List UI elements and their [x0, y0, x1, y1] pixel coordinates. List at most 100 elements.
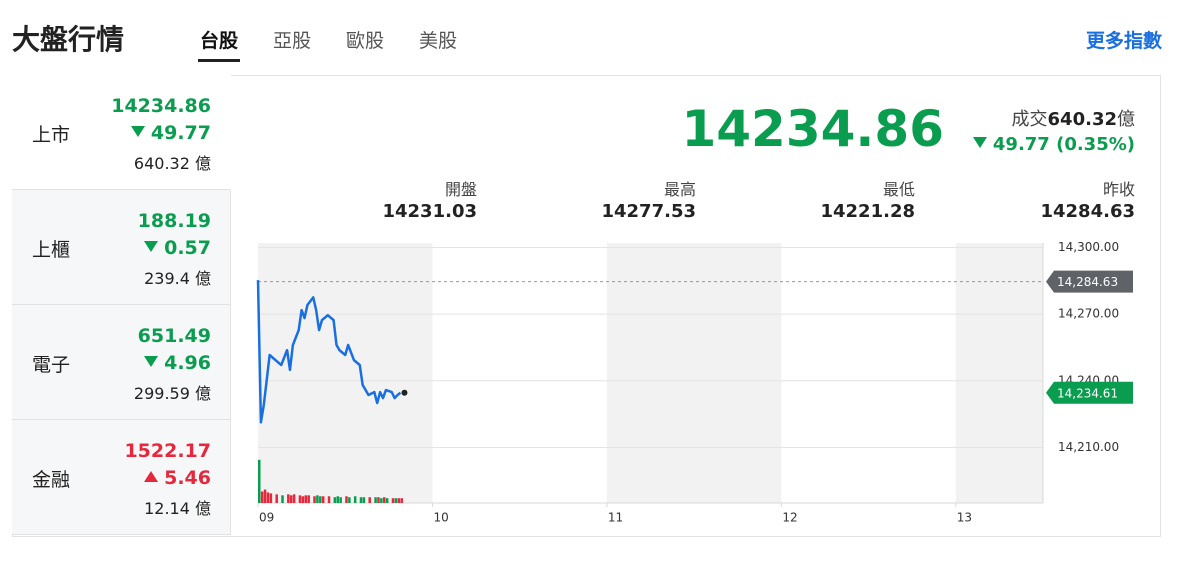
index-name: 電子	[32, 354, 71, 376]
volume-bar	[281, 495, 284, 503]
active-tab-indicator	[198, 59, 240, 62]
volume-bar	[391, 498, 395, 503]
volume-bar	[269, 493, 273, 503]
volume-unit: 億	[1117, 109, 1135, 130]
volume-bar	[353, 496, 357, 503]
volume-bar	[333, 497, 337, 503]
volume-label: 成交	[1011, 109, 1048, 130]
change-value: 49.77 (0.35%)	[992, 134, 1135, 155]
x-tick-label: 09	[259, 511, 274, 525]
volume-bar	[336, 496, 339, 503]
change-value: 0.57	[164, 237, 211, 259]
volume-bar	[313, 496, 316, 503]
quote-change: 49.77 (0.35%)	[972, 134, 1135, 155]
reference-tag	[1046, 270, 1133, 293]
tab[interactable]: 亞股	[273, 30, 312, 52]
volume-bar	[304, 495, 308, 503]
volume-value: 640.32	[1047, 109, 1117, 130]
y-tick-label: 14,210.00	[1058, 440, 1119, 454]
volume-bar	[377, 497, 380, 503]
stat-label: 開盤	[444, 180, 477, 199]
volume-bar	[400, 498, 403, 503]
volume-bar	[258, 459, 261, 503]
index-row[interactable]: 上櫃 188.19 0.57 239.4 億	[12, 190, 231, 305]
volume-bar	[260, 491, 264, 503]
volume-bar	[397, 498, 401, 503]
x-tick-label: 12	[782, 511, 797, 525]
volume-bar	[348, 497, 351, 503]
index-name: 上櫃	[32, 239, 71, 261]
index-change: 49.77	[130, 122, 211, 144]
session-band	[955, 243, 1043, 503]
volume-bar	[266, 492, 270, 503]
tab[interactable]: 美股	[419, 30, 458, 52]
volume-bar	[368, 497, 371, 503]
index-row[interactable]: 金融 1522.17 5.46 12.14 億	[12, 420, 231, 535]
quote-volume: 成交640.32億	[1012, 105, 1135, 131]
volume-bar	[394, 498, 398, 503]
tab[interactable]: 歐股	[346, 30, 385, 52]
index-price: 651.49	[137, 325, 211, 347]
volume-bar	[289, 495, 293, 503]
change-value: 49.77	[150, 122, 211, 144]
tab[interactable]: 台股	[200, 30, 239, 52]
price-line	[256, 280, 402, 424]
volume-bar	[383, 497, 386, 503]
volume-bar	[339, 497, 342, 503]
last-point	[401, 389, 408, 396]
change-arrow	[972, 137, 987, 148]
last-price-label: 14,234.61	[1057, 386, 1118, 400]
volume-bar	[307, 495, 310, 503]
session-band	[258, 243, 433, 503]
volume-bar	[385, 498, 389, 503]
index-change: 4.96	[144, 352, 211, 374]
change-value: 5.46	[164, 467, 211, 489]
x-tick-label: 13	[957, 511, 972, 525]
index-volume: 239.4 億	[144, 269, 211, 288]
volume-bar	[287, 494, 290, 503]
stat-value: 14231.03	[382, 201, 477, 222]
stat-label: 最低	[882, 180, 915, 199]
index-change: 5.46	[144, 467, 211, 489]
volume-bar	[327, 496, 331, 503]
volume-bar	[301, 496, 305, 503]
change-arrow	[130, 126, 145, 137]
reference-label: 14,284.63	[1057, 275, 1118, 289]
volume-bar	[263, 489, 267, 503]
index-price: 14234.86	[111, 95, 211, 117]
volume-bar	[345, 496, 348, 503]
quote-price: 14234.86	[681, 100, 944, 158]
y-tick-label: 14,300.00	[1058, 240, 1119, 254]
more-link[interactable]: 更多指數	[1085, 30, 1162, 52]
index-row[interactable]: 上市 14234.86 49.77 640.32 億	[12, 75, 231, 190]
change-value: 4.96	[164, 352, 211, 374]
index-price: 1522.17	[124, 440, 211, 462]
index-volume: 12.14 億	[144, 499, 211, 518]
index-row[interactable]: 電子 651.49 4.96 299.59 億	[12, 305, 231, 420]
index-change: 0.57	[144, 237, 211, 259]
stat-label: 最高	[663, 180, 696, 199]
index-volume: 640.32 億	[133, 154, 211, 173]
index-volume: 299.59 億	[133, 384, 211, 403]
x-tick-label: 10	[433, 511, 448, 525]
y-tick-label: 14,270.00	[1058, 307, 1119, 321]
index-name: 金融	[32, 469, 71, 491]
volume-bar	[380, 498, 383, 503]
last-price-tag	[1046, 381, 1133, 404]
volume-bar	[374, 497, 377, 503]
index-price: 188.19	[137, 210, 211, 232]
session-band	[606, 243, 782, 503]
x-tick-label: 11	[608, 511, 623, 525]
volume-bar	[292, 494, 296, 503]
volume-bar	[319, 496, 322, 503]
volume-bar	[362, 497, 366, 503]
volume-bar	[298, 495, 302, 503]
volume-bar	[321, 496, 325, 503]
stat-label: 昨收	[1102, 180, 1135, 199]
volume-bar	[275, 494, 278, 503]
stat-value: 14221.28	[820, 201, 915, 222]
volume-bar	[316, 495, 319, 503]
